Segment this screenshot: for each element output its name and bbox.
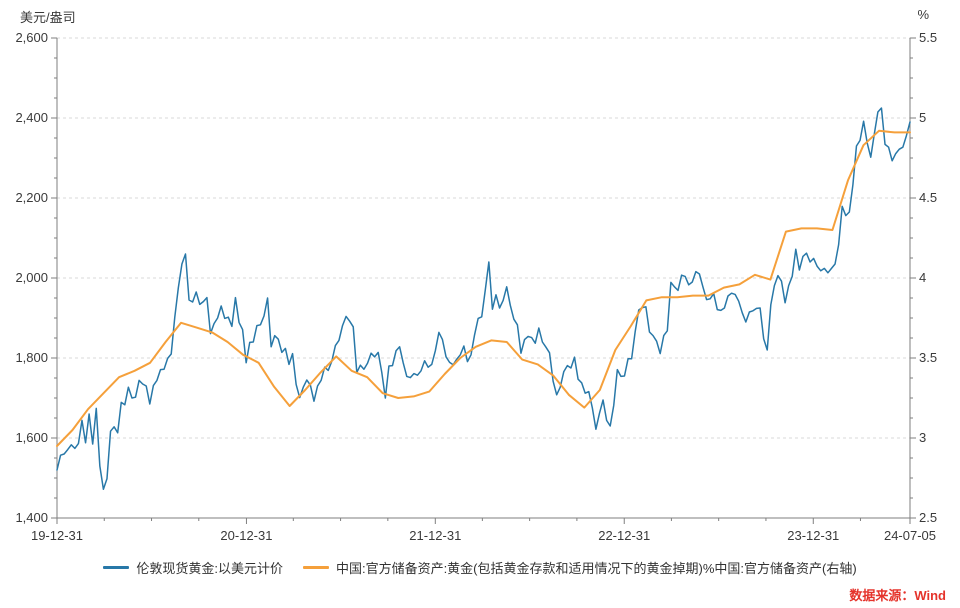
svg-text:5.5: 5.5 bbox=[919, 30, 937, 45]
svg-text:1,800: 1,800 bbox=[15, 350, 48, 365]
svg-text:2,600: 2,600 bbox=[15, 30, 48, 45]
svg-text:3: 3 bbox=[919, 430, 926, 445]
svg-text:24-07-05: 24-07-05 bbox=[884, 528, 936, 543]
orange-line-swatch-icon bbox=[302, 566, 329, 569]
svg-text:2,000: 2,000 bbox=[15, 270, 48, 285]
svg-text:2.5: 2.5 bbox=[919, 510, 937, 525]
svg-text:1,400: 1,400 bbox=[15, 510, 48, 525]
legend-item-china-reserves: 中国:官方储备资产:黄金(包括黄金存款和适用情况下的黄金掉期)%中国:官方储备资… bbox=[302, 558, 857, 577]
svg-text:4: 4 bbox=[919, 270, 926, 285]
svg-text:5: 5 bbox=[919, 110, 926, 125]
data-source-credit: 数据来源：Wind bbox=[849, 588, 946, 603]
blue-line-swatch-icon bbox=[103, 566, 130, 569]
svg-text:4.5: 4.5 bbox=[919, 190, 937, 205]
svg-text:20-12-31: 20-12-31 bbox=[220, 528, 272, 543]
svg-text:1,600: 1,600 bbox=[15, 430, 48, 445]
chart-legend: 伦敦现货黄金:以美元计价 中国:官方储备资产:黄金(包括黄金存款和适用情况下的黄… bbox=[0, 558, 960, 577]
legend-label-london-gold: 伦敦现货黄金:以美元计价 bbox=[136, 561, 283, 576]
svg-text:21-12-31: 21-12-31 bbox=[409, 528, 461, 543]
svg-text:23-12-31: 23-12-31 bbox=[787, 528, 839, 543]
legend-label-china-reserves: 中国:官方储备资产:黄金(包括黄金存款和适用情况下的黄金掉期)%中国:官方储备资… bbox=[335, 561, 857, 576]
legend-item-london-gold: 伦敦现货黄金:以美元计价 bbox=[103, 558, 283, 577]
left-axis-unit-label: 美元/盎司 bbox=[20, 10, 76, 25]
svg-text:2,200: 2,200 bbox=[15, 190, 48, 205]
svg-text:19-12-31: 19-12-31 bbox=[31, 528, 83, 543]
svg-text:3.5: 3.5 bbox=[919, 350, 937, 365]
right-axis-unit-label: % bbox=[917, 7, 929, 22]
svg-text:2,400: 2,400 bbox=[15, 110, 48, 125]
svg-text:22-12-31: 22-12-31 bbox=[598, 528, 650, 543]
